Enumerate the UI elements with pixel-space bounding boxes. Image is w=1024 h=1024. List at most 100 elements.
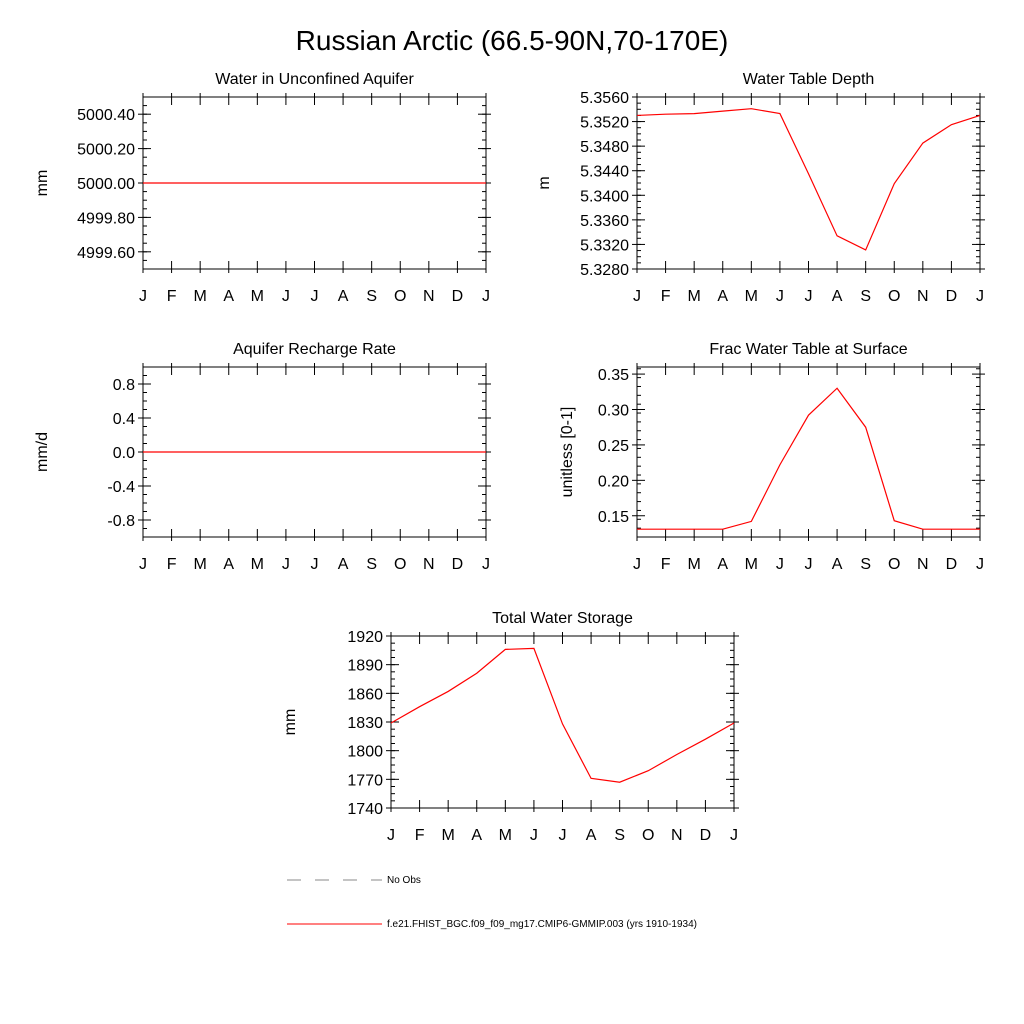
figure-title: Russian Arctic (66.5-90N,70-170E) xyxy=(296,25,729,56)
x-tick-label-frac-water-table: D xyxy=(946,556,958,573)
y-axis-label-aquifer-water: mm xyxy=(34,170,51,197)
series-line-total-water-storage xyxy=(390,647,735,783)
x-tick-label-water-table-depth: S xyxy=(860,288,871,305)
x-tick-label-aquifer-water: J xyxy=(139,288,147,305)
y-tick-label-recharge-rate: 0.4 xyxy=(113,411,135,428)
y-tick-label-water-table-depth: 5.3520 xyxy=(580,115,629,132)
y-tick-label-total-water-storage: 1770 xyxy=(347,772,383,789)
x-tick-label-total-water-storage: N xyxy=(671,827,683,844)
plot-frame-frac-water-table xyxy=(636,366,981,538)
x-tick-label-water-table-depth: M xyxy=(745,288,758,305)
y-tick-label-frac-water-table: 0.25 xyxy=(598,438,629,455)
x-tick-label-total-water-storage: M xyxy=(499,827,512,844)
x-tick-label-frac-water-table: A xyxy=(832,556,843,573)
x-tick-label-aquifer-water: A xyxy=(338,288,349,305)
x-tick-label-frac-water-table: O xyxy=(888,556,900,573)
x-tick-label-aquifer-water: M xyxy=(251,288,264,305)
plot-frame-water-table-depth xyxy=(636,96,981,270)
x-tick-label-water-table-depth: F xyxy=(661,288,671,305)
y-tick-label-total-water-storage: 1830 xyxy=(347,715,383,732)
y-tick-label-total-water-storage: 1890 xyxy=(347,658,383,675)
x-tick-label-total-water-storage: J xyxy=(387,827,395,844)
x-tick-label-aquifer-water: O xyxy=(394,288,406,305)
x-tick-label-water-table-depth: D xyxy=(946,288,958,305)
x-tick-label-recharge-rate: M xyxy=(194,556,207,573)
y-tick-label-aquifer-water: 5000.00 xyxy=(77,176,135,193)
series-line-water-table-depth xyxy=(636,108,981,251)
y-tick-label-total-water-storage: 1800 xyxy=(347,744,383,761)
x-tick-label-aquifer-water: J xyxy=(282,288,290,305)
x-tick-label-recharge-rate: F xyxy=(167,556,177,573)
y-tick-label-water-table-depth: 5.3320 xyxy=(580,237,629,254)
x-tick-label-frac-water-table: J xyxy=(633,556,641,573)
x-tick-label-water-table-depth: J xyxy=(633,288,641,305)
x-tick-label-recharge-rate: O xyxy=(394,556,406,573)
x-tick-label-aquifer-water: D xyxy=(452,288,464,305)
x-tick-label-total-water-storage: F xyxy=(415,827,425,844)
x-tick-label-total-water-storage: J xyxy=(559,827,567,844)
y-tick-label-aquifer-water: 4999.80 xyxy=(77,210,135,227)
x-tick-label-recharge-rate: S xyxy=(366,556,377,573)
x-tick-label-water-table-depth: J xyxy=(976,288,984,305)
x-tick-label-total-water-storage: M xyxy=(442,827,455,844)
x-tick-label-water-table-depth: A xyxy=(717,288,728,305)
panel-title-frac-water-table: Frac Water Table at Surface xyxy=(709,341,907,358)
y-tick-label-frac-water-table: 0.15 xyxy=(598,509,629,526)
x-tick-label-water-table-depth: O xyxy=(888,288,900,305)
x-tick-label-aquifer-water: J xyxy=(311,288,319,305)
y-axis-label-water-table-depth: m xyxy=(536,176,553,189)
y-tick-label-recharge-rate: 0.8 xyxy=(113,377,135,394)
x-tick-label-frac-water-table: J xyxy=(805,556,813,573)
x-tick-label-frac-water-table: N xyxy=(917,556,929,573)
x-tick-label-total-water-storage: J xyxy=(530,827,538,844)
x-tick-label-frac-water-table: M xyxy=(745,556,758,573)
y-tick-label-frac-water-table: 0.30 xyxy=(598,403,629,420)
legend-entry-model: f.e21.FHIST_BGC.f09_f09_mg17.CMIP6-GMMIP… xyxy=(287,919,697,930)
y-tick-label-water-table-depth: 5.3560 xyxy=(580,90,629,107)
x-tick-label-aquifer-water: F xyxy=(167,288,177,305)
x-tick-label-frac-water-table: J xyxy=(776,556,784,573)
x-tick-label-aquifer-water: N xyxy=(423,288,435,305)
y-tick-label-water-table-depth: 5.3360 xyxy=(580,213,629,230)
y-tick-label-aquifer-water: 5000.20 xyxy=(77,142,135,159)
legend: No Obs f.e21.FHIST_BGC.f09_f09_mg17.CMIP… xyxy=(287,875,697,930)
x-tick-label-total-water-storage: A xyxy=(586,827,597,844)
y-axis-label-total-water-storage: mm xyxy=(282,709,299,736)
x-tick-label-water-table-depth: A xyxy=(832,288,843,305)
x-tick-label-recharge-rate: J xyxy=(311,556,319,573)
x-tick-label-frac-water-table: A xyxy=(717,556,728,573)
panel-title-aquifer-water: Water in Unconfined Aquifer xyxy=(215,71,414,88)
x-tick-label-total-water-storage: A xyxy=(471,827,482,844)
y-axis-label-recharge-rate: mm/d xyxy=(34,432,51,472)
x-tick-label-recharge-rate: D xyxy=(452,556,464,573)
x-tick-label-total-water-storage: O xyxy=(642,827,654,844)
y-tick-label-water-table-depth: 5.3280 xyxy=(580,262,629,279)
panel-title-total-water-storage: Total Water Storage xyxy=(492,610,633,627)
y-tick-label-frac-water-table: 0.20 xyxy=(598,473,629,490)
y-tick-label-total-water-storage: 1860 xyxy=(347,686,383,703)
y-tick-label-water-table-depth: 5.3480 xyxy=(580,139,629,156)
x-tick-label-recharge-rate: A xyxy=(338,556,349,573)
x-tick-label-total-water-storage: D xyxy=(700,827,712,844)
x-tick-label-aquifer-water: M xyxy=(194,288,207,305)
x-tick-label-recharge-rate: A xyxy=(223,556,234,573)
legend-label-model: f.e21.FHIST_BGC.f09_f09_mg17.CMIP6-GMMIP… xyxy=(387,919,697,930)
x-tick-label-recharge-rate: J xyxy=(482,556,490,573)
x-tick-label-frac-water-table: S xyxy=(860,556,871,573)
x-tick-label-water-table-depth: M xyxy=(688,288,701,305)
y-tick-label-recharge-rate: -0.8 xyxy=(107,513,135,530)
plot-frame-total-water-storage xyxy=(390,635,735,809)
x-tick-label-total-water-storage: S xyxy=(614,827,625,844)
y-tick-label-aquifer-water: 5000.40 xyxy=(77,107,135,124)
y-tick-label-water-table-depth: 5.3400 xyxy=(580,188,629,205)
x-tick-label-recharge-rate: M xyxy=(251,556,264,573)
x-tick-label-total-water-storage: J xyxy=(730,827,738,844)
y-tick-label-total-water-storage: 1920 xyxy=(347,629,383,646)
y-tick-label-frac-water-table: 0.35 xyxy=(598,367,629,384)
x-tick-label-water-table-depth: J xyxy=(805,288,813,305)
y-tick-label-recharge-rate: -0.4 xyxy=(107,479,135,496)
